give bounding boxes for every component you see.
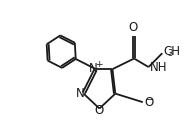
- Text: N: N: [89, 62, 98, 74]
- Text: 3: 3: [168, 49, 173, 58]
- Text: N: N: [76, 87, 84, 100]
- Text: NH: NH: [150, 61, 167, 74]
- Text: O: O: [144, 96, 154, 109]
- Text: +: +: [95, 60, 102, 69]
- Text: O: O: [129, 21, 138, 34]
- Text: CH: CH: [164, 45, 181, 58]
- Text: −: −: [145, 95, 154, 105]
- Text: O: O: [94, 104, 103, 117]
